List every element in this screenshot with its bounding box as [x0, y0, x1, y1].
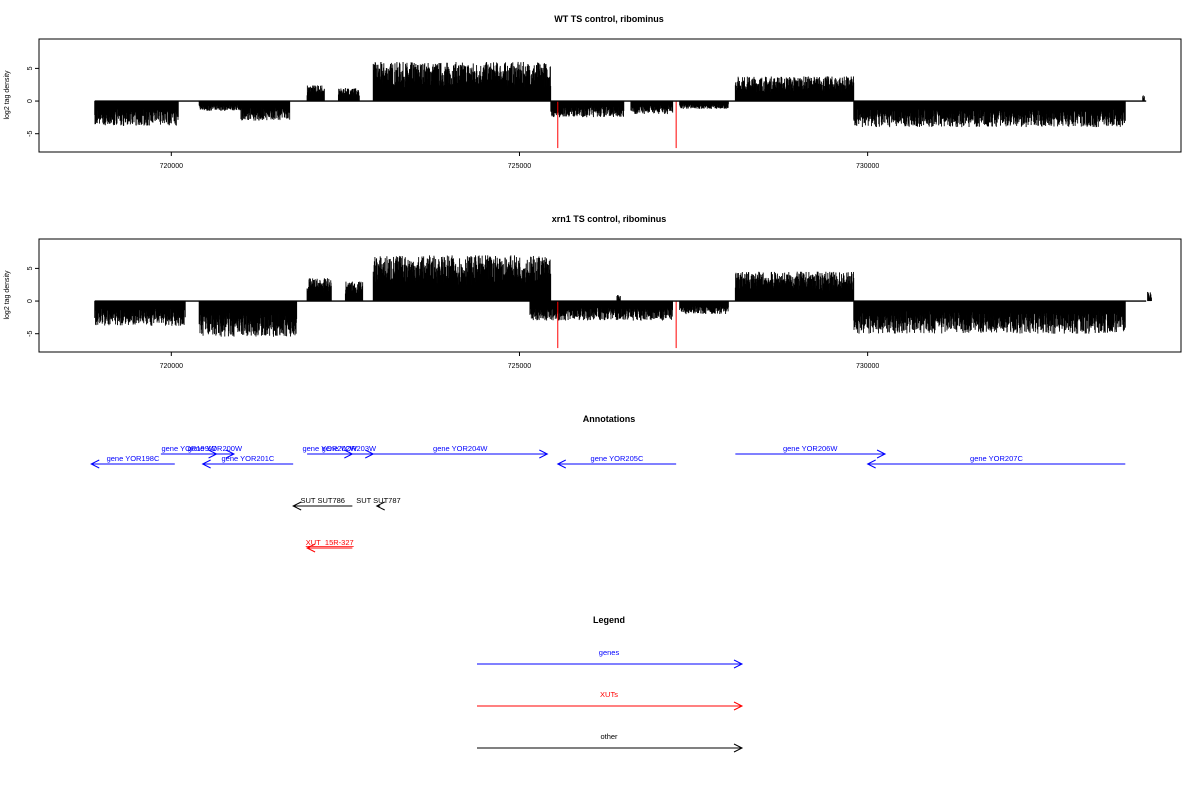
wt-panel-title: WT TS control, ribominus — [554, 14, 664, 24]
wt-forward-region — [1142, 95, 1145, 102]
xrn1-forward-region — [616, 295, 621, 302]
xrn1-reverse-region — [94, 301, 186, 326]
x-tick-label: 725000 — [508, 163, 531, 170]
xrn1-forward-region — [306, 278, 332, 302]
wt-forward-region — [306, 85, 325, 102]
xrn1-plot-frame — [38, 238, 1182, 353]
xrn1-forward-region — [734, 271, 855, 302]
wt-reverse-region — [630, 101, 674, 115]
wt-bars — [94, 61, 1147, 149]
wt-reverse-region — [198, 101, 242, 111]
wt-density-panel: WT TS control, ribominus log2 tag densit… — [4, 14, 1182, 170]
xrn1-panel-title: xrn1 TS control, ribominus — [552, 214, 667, 224]
xrn1-bars — [94, 255, 1152, 349]
xrn1-density-panel: xrn1 TS control, ribominus log2 tag dens… — [4, 214, 1182, 370]
x-tick-label: 720000 — [160, 163, 183, 170]
wt-forward-region — [337, 88, 360, 102]
wt-reverse-region — [550, 101, 625, 118]
wt-axes: -5 0 5 720000 725000 730000 — [27, 66, 879, 170]
y-tick-label: 5 — [27, 66, 34, 70]
xrn1-forward-region — [344, 281, 364, 302]
wt-reverse-region — [94, 101, 179, 126]
wt-y-axis-label: log2 tag density — [4, 70, 11, 120]
wt-reverse-region — [240, 101, 291, 121]
xrn1-forward-region — [372, 255, 552, 302]
wt-forward-region — [734, 76, 855, 102]
xrn1-forward-region — [1147, 291, 1152, 302]
wt-plot-frame — [38, 38, 1182, 153]
wt-reverse-region — [679, 101, 729, 109]
wt-forward-region — [372, 61, 552, 102]
xrn1-y-axis-label: log2 tag density — [4, 270, 11, 320]
wt-reverse-region — [853, 101, 1126, 128]
x-tick-label: 730000 — [856, 163, 879, 170]
y-tick-label: -5 — [27, 130, 34, 136]
y-tick-label: 0 — [27, 99, 34, 103]
